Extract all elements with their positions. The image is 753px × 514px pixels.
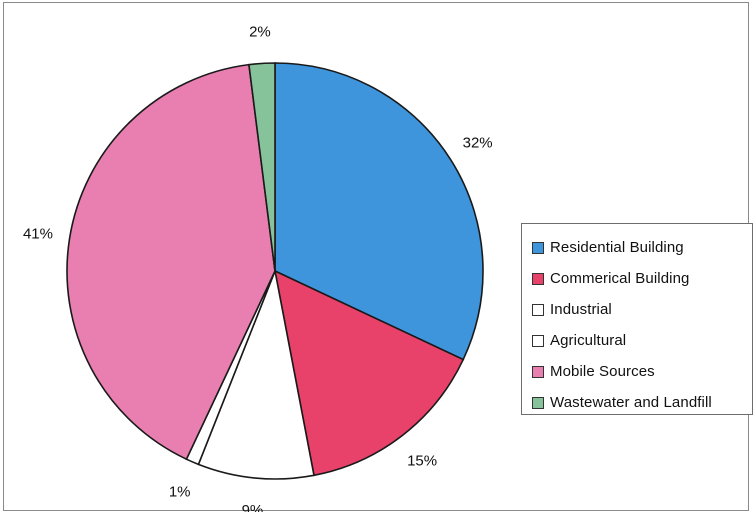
legend-item-industrial: Industrial (532, 294, 752, 325)
data-label: 2% (249, 23, 271, 40)
pie-slice-mobile-sources (66, 63, 276, 461)
legend-label: Agricultural (550, 332, 627, 349)
pie-slice-wastewater-and-landfill (248, 62, 276, 272)
data-label: 1% (169, 483, 191, 500)
legend-item-agricultural: Agricultural (532, 325, 752, 356)
legend-item-mobile-sources: Mobile Sources (532, 356, 752, 387)
legend: Residential Building Commerical Building… (521, 223, 753, 415)
legend-label: Industrial (550, 301, 612, 318)
data-label: 9% (242, 502, 264, 512)
data-label: 15% (407, 453, 437, 470)
pie-chart: 32% 15% 9% 1% 41% 2% (23, 23, 493, 512)
legend-label: Mobile Sources (550, 363, 655, 380)
legend-swatch (532, 334, 544, 347)
legend-label: Commerical Building (550, 270, 690, 287)
data-label: 32% (463, 134, 493, 151)
legend-item-commerical-building: Commerical Building (532, 263, 752, 294)
chart-frame: 32% 15% 9% 1% 41% 2% Residential Building Com… (3, 2, 753, 512)
pie-slice-industrial (197, 268, 315, 480)
legend-swatch (532, 365, 544, 378)
legend-swatch (532, 303, 544, 316)
legend-swatch (532, 396, 544, 409)
legend-swatch (532, 241, 544, 254)
legend-item-wastewater-and-landfill: Wastewater and Landfill (532, 387, 752, 418)
legend-swatch (532, 272, 544, 285)
legend-label: Wastewater and Landfill (550, 394, 712, 411)
legend-label: Residential Building (550, 239, 684, 256)
legend-item-residential-building: Residential Building (532, 232, 752, 263)
pie-slice-residential-building (274, 62, 484, 361)
pie-slice-commerical-building (273, 269, 465, 477)
data-label: 41% (23, 225, 53, 242)
